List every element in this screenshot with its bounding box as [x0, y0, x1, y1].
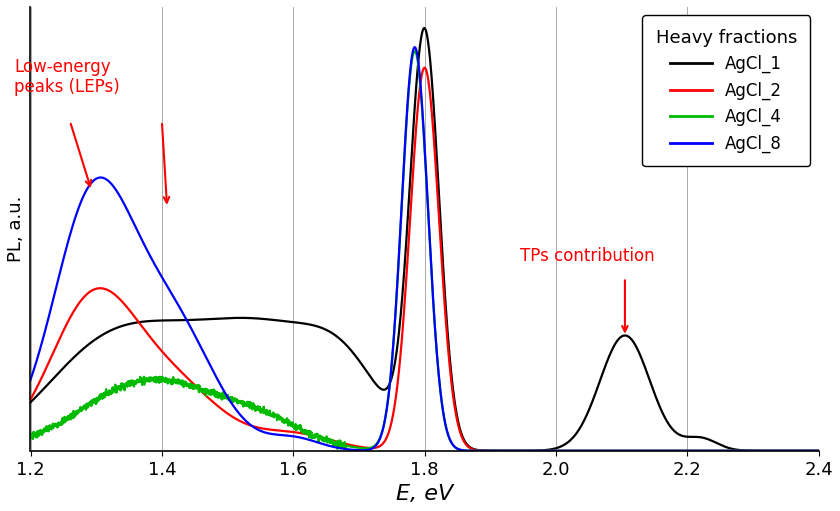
Legend: AgCl_1, AgCl_2, AgCl_4, AgCl_8: AgCl_1, AgCl_2, AgCl_4, AgCl_8: [643, 15, 811, 167]
X-axis label: E, eV: E, eV: [396, 484, 454, 504]
Text: Low-energy
peaks (LEPs): Low-energy peaks (LEPs): [14, 58, 120, 97]
Text: TPs contribution: TPs contribution: [520, 247, 654, 265]
Y-axis label: PL, a.u.: PL, a.u.: [7, 196, 25, 262]
